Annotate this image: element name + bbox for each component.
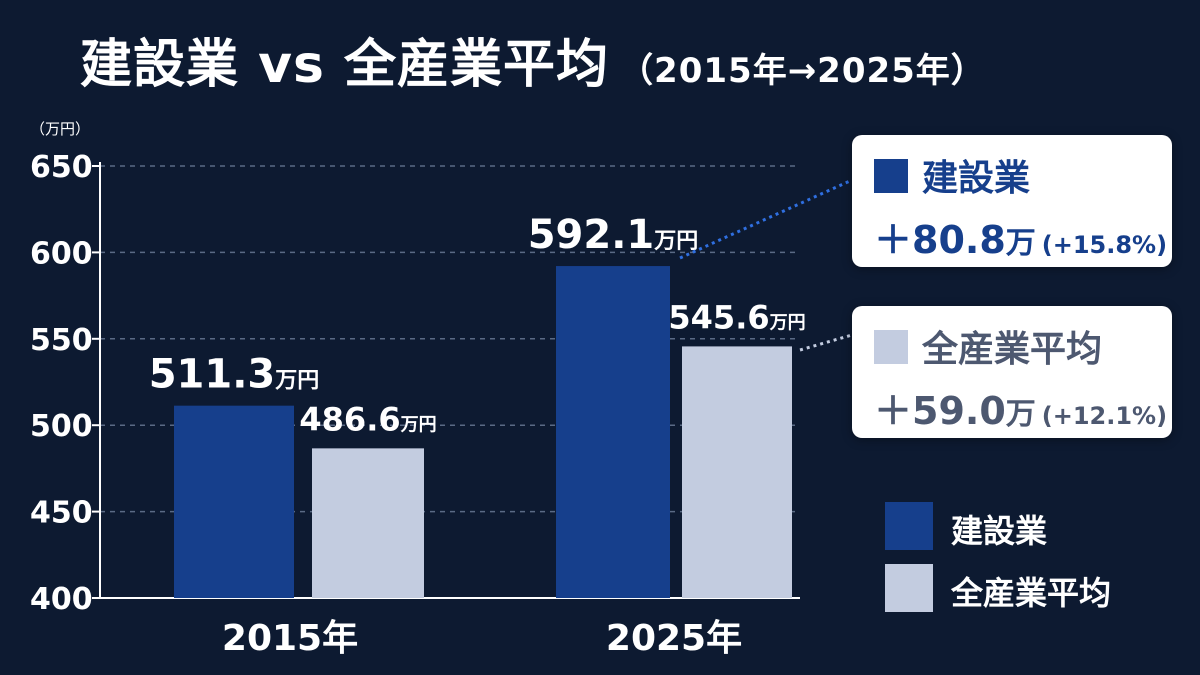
title-main: 建設業 vs 全産業平均 [80, 35, 610, 95]
data-label-value: 511.3 [149, 352, 276, 398]
legend-label-construction: 建設業 [951, 512, 1048, 550]
callout-construction: 建設業 ＋80.8万 (+15.8%) [852, 135, 1172, 267]
bar-建設業-2015年 [174, 405, 294, 598]
y-tick-label-450: 450 [30, 496, 93, 531]
legend-swatch-construction [885, 502, 933, 550]
callout-construction-diff: ＋80.8 [874, 218, 1006, 262]
data-label-建設業-2015年: 511.3万円 [149, 352, 320, 398]
y-tick-label-500: 500 [30, 409, 93, 444]
y-tick-label-600: 600 [30, 236, 93, 271]
data-label-unit: 万円 [653, 229, 698, 254]
x-tick-label-2025年: 2025年 [606, 618, 742, 659]
callout-construction-swatch [874, 159, 908, 193]
chart-title: 建設業 vs 全産業平均 （2015年→2025年） [80, 22, 986, 97]
x-tick-label-2015年: 2015年 [222, 618, 358, 659]
data-label-全産業平均-2015年: 486.6万円 [299, 400, 436, 438]
callout-all-industry: 全産業平均 ＋59.0万 (+12.1%) [852, 306, 1172, 438]
callout-construction-name: 建設業 [922, 158, 1031, 199]
callout-all-industry-swatch [874, 330, 908, 364]
callout-all-industry-diff-line: ＋59.0万 (+12.1%) [874, 380, 1167, 435]
y-axis-unit: （万円） [30, 120, 90, 138]
y-tick-label-650: 650 [30, 150, 93, 185]
data-label-全産業平均-2025年: 545.6万円 [668, 298, 805, 336]
connector-all-industry [799, 333, 853, 352]
callout-all-industry-name: 全産業平均 [922, 329, 1103, 370]
callout-construction-diff-line: ＋80.8万 (+15.8%) [874, 209, 1167, 264]
bar-全産業平均-2015年 [312, 448, 424, 598]
data-label-unit: 万円 [274, 369, 319, 394]
y-tick-label-550: 550 [30, 323, 93, 358]
callout-all-industry-pct: (+12.1%) [1041, 402, 1168, 430]
bar-建設業-2025年 [556, 266, 670, 598]
y-tick-label-400: 400 [30, 582, 93, 617]
data-label-value: 486.6 [299, 400, 400, 438]
callout-construction-unit: 万 [1005, 226, 1036, 261]
data-label-unit: 万円 [400, 414, 437, 435]
callout-all-industry-diff: ＋59.0 [874, 389, 1006, 433]
data-label-建設業-2025年: 592.1万円 [528, 212, 699, 258]
data-label-unit: 万円 [769, 312, 806, 333]
legend-label-all-industry: 全産業平均 [951, 574, 1112, 612]
bar-全産業平均-2025年 [682, 346, 792, 598]
legend-swatch-all-industry [885, 564, 933, 612]
callout-construction-pct: (+15.8%) [1041, 231, 1168, 259]
callout-all-industry-unit: 万 [1005, 397, 1036, 432]
data-label-value: 545.6 [668, 298, 769, 336]
data-label-value: 592.1 [528, 212, 655, 258]
title-subtitle: （2015年→2025年） [619, 51, 986, 91]
connector-construction [679, 178, 853, 260]
